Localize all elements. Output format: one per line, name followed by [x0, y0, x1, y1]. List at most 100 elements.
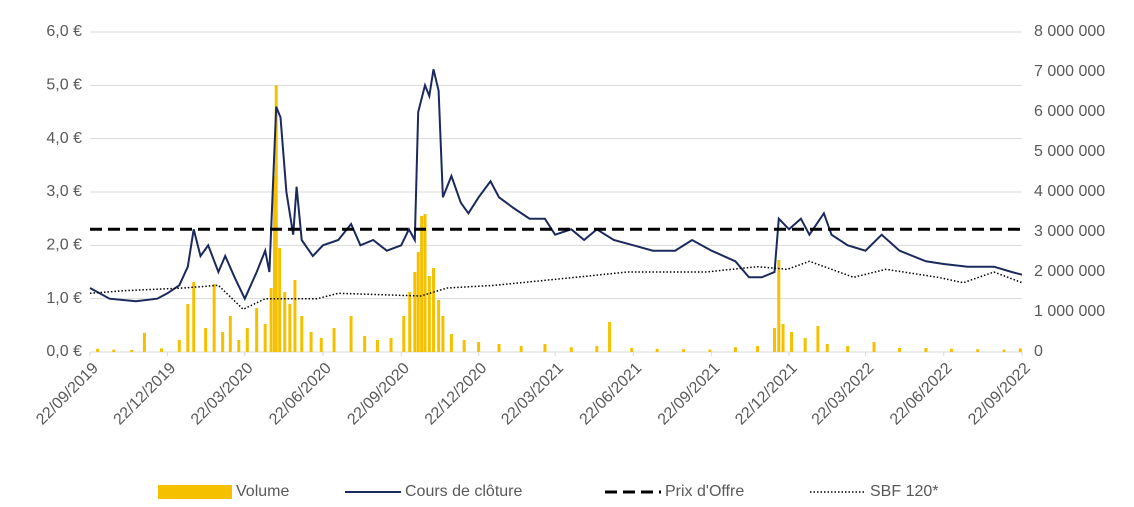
y2-tick-label: 4 000 000 — [1034, 183, 1105, 200]
volume-bar — [569, 347, 573, 352]
volume-bar — [803, 338, 807, 352]
volume-bar — [949, 348, 953, 352]
x-tick-label: 22/09/2020 — [344, 360, 413, 429]
volume-bar — [263, 324, 267, 352]
volume-bar — [519, 346, 523, 352]
volume-bar — [192, 282, 196, 352]
x-tick-label: 22/06/2021 — [577, 360, 646, 429]
volume-bar — [278, 248, 282, 352]
x-tick-label: 22/03/2021 — [498, 360, 567, 429]
line-series — [89, 260, 1023, 311]
volume-bar — [462, 340, 466, 352]
volume-bar — [300, 316, 304, 352]
y-tick-label: 0,0 € — [46, 343, 82, 360]
volume-bar — [309, 332, 313, 352]
volume-bar — [420, 216, 424, 352]
volume-bar — [273, 176, 277, 352]
x-tick-label: 22/12/2020 — [422, 360, 491, 429]
y2-tick-label: 5 000 000 — [1034, 143, 1105, 160]
volume-bar — [816, 326, 820, 352]
volume-bar — [96, 348, 100, 352]
x-tick-label: 22/12/2021 — [732, 360, 801, 429]
volume-bar — [777, 260, 781, 352]
volume-bar — [1002, 349, 1006, 352]
volume-bar — [293, 280, 297, 352]
volume-bar — [608, 322, 612, 352]
y-tick-label: 4,0 € — [46, 130, 82, 147]
volume-bar — [283, 292, 287, 352]
volume-bar — [898, 348, 902, 352]
y2-tick-label: 8 000 000 — [1034, 23, 1105, 40]
volume-bar — [389, 338, 393, 352]
y2-tick-label: 2 000 000 — [1034, 263, 1105, 280]
volume-bar — [423, 214, 427, 352]
volume-bar — [349, 316, 353, 352]
volume-bar — [363, 336, 367, 352]
y2-tick-label: 0 — [1034, 343, 1043, 360]
volume-bar — [130, 350, 134, 352]
volume-bar — [204, 328, 208, 352]
volume-bar — [924, 348, 928, 352]
volume-bar — [976, 349, 980, 352]
x-tick-label: 22/06/2022 — [887, 360, 956, 429]
y-tick-label: 6,0 € — [46, 23, 82, 40]
volume-bar — [274, 85, 278, 352]
volume-bar — [756, 346, 760, 352]
y2-tick-label: 7 000 000 — [1034, 63, 1105, 80]
volume-bar — [449, 334, 453, 352]
x-tick-label: 22/06/2020 — [266, 360, 335, 429]
x-tick-label: 22/09/2021 — [655, 360, 724, 429]
volume-bar — [212, 284, 216, 352]
volume-bar — [497, 344, 501, 352]
volume-bar — [872, 342, 876, 352]
y-tick-label: 2,0 € — [46, 237, 82, 254]
legend-label: Cours de clôture — [405, 483, 522, 500]
volume-bar — [112, 349, 116, 352]
volume-bar — [319, 338, 323, 352]
volume-bar — [221, 332, 225, 352]
legend-label: SBF 120* — [870, 483, 938, 500]
y2-tick-label: 3 000 000 — [1034, 223, 1105, 240]
volume-bar — [416, 252, 420, 352]
volume-bar — [427, 276, 431, 352]
volume-bar — [1018, 348, 1022, 352]
volume-bar — [432, 268, 436, 352]
volume-bar — [825, 344, 829, 352]
volume-bar — [177, 340, 181, 352]
x-tick-label: 22/09/2022 — [965, 360, 1034, 429]
volume-bar — [708, 349, 712, 352]
volume-bar — [846, 346, 850, 352]
volume-bar — [790, 332, 794, 352]
volume-bar — [441, 316, 445, 352]
volume-bar — [773, 328, 777, 352]
x-tick-label: 22/03/2020 — [188, 360, 257, 429]
y-tick-label: 5,0 € — [46, 77, 82, 94]
volume-bar — [159, 348, 163, 352]
x-tick-label: 22/09/2019 — [33, 360, 102, 429]
volume-bar — [269, 288, 273, 352]
volume-bar — [402, 316, 406, 352]
x-tick-label: 22/03/2022 — [809, 360, 878, 429]
volume-bar — [437, 300, 441, 352]
volume-bar — [413, 272, 417, 352]
volume-bar — [142, 332, 146, 352]
volume-bar — [408, 292, 412, 352]
y2-tick-label: 6 000 000 — [1034, 103, 1105, 120]
volume-bar — [288, 304, 292, 352]
legend-label: Volume — [236, 483, 289, 500]
x-tick-label: 22/12/2019 — [111, 360, 180, 429]
volume-bar — [733, 347, 737, 352]
volume-bar — [255, 308, 259, 352]
volume-bar — [682, 349, 686, 352]
volume-bar — [630, 348, 634, 352]
line-series — [89, 69, 1023, 303]
legend-label: Prix d'Offre — [665, 483, 744, 500]
volume-bar — [375, 340, 379, 352]
volume-bar — [186, 304, 190, 352]
volume-bar — [595, 346, 599, 352]
y-tick-label: 1,0 € — [46, 290, 82, 307]
volume-bar — [477, 342, 481, 352]
y2-tick-label: 1 000 000 — [1034, 303, 1105, 320]
volume-bar — [228, 316, 232, 352]
